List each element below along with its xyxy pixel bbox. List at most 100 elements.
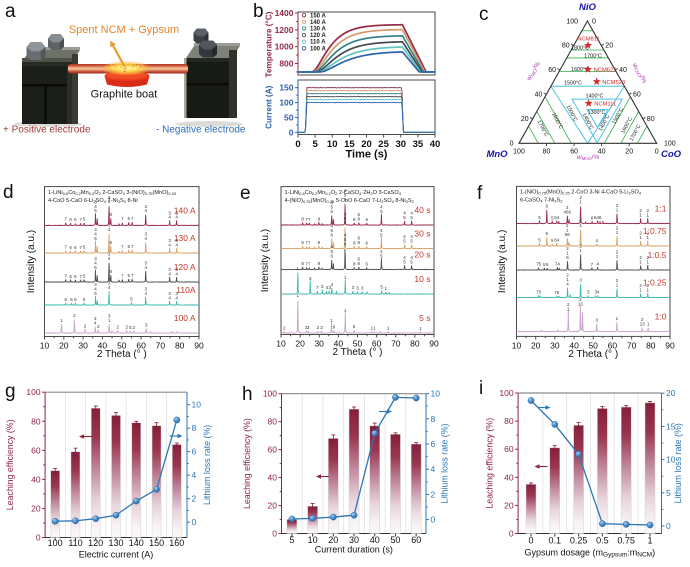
- svg-text:1: 1: [330, 318, 333, 323]
- svg-text:10 s: 10 s: [414, 274, 430, 284]
- svg-text:NCM622: NCM622: [594, 68, 617, 74]
- svg-text:5: 5: [551, 238, 554, 243]
- svg-text:3: 3: [168, 238, 171, 243]
- svg-text:4: 4: [380, 249, 383, 254]
- svg-text:8: 8: [301, 261, 304, 266]
- svg-text:60: 60: [136, 341, 146, 351]
- svg-text:7: 7: [305, 261, 308, 266]
- svg-text:5: 5: [538, 237, 541, 242]
- svg-text:2: 2: [431, 489, 436, 499]
- svg-text:7: 7: [64, 217, 67, 222]
- svg-text:7: 7: [79, 274, 82, 279]
- svg-text:7: 7: [131, 216, 134, 221]
- svg-text:4: 4: [410, 210, 413, 215]
- svg-text:b: b: [253, 1, 264, 22]
- svg-text:3: 3: [595, 317, 598, 322]
- svg-text:+ Positive electrode: + Positive electrode: [3, 125, 91, 136]
- svg-text:5: 5: [546, 262, 549, 267]
- svg-text:0: 0: [509, 529, 514, 539]
- svg-text:2: 2: [579, 297, 582, 302]
- svg-text:4: 4: [344, 212, 347, 217]
- svg-text:5: 5: [551, 215, 554, 220]
- svg-text:4: 4: [330, 224, 333, 229]
- svg-text:90: 90: [429, 339, 439, 349]
- svg-text:20: 20: [328, 535, 338, 545]
- svg-text:80: 80: [543, 148, 551, 155]
- svg-text:6: 6: [333, 324, 336, 329]
- svg-text:40: 40: [569, 340, 579, 350]
- svg-text:1: 1: [567, 306, 570, 311]
- svg-text:6: 6: [344, 197, 347, 202]
- svg-text:7: 7: [64, 244, 67, 249]
- svg-text:100 A: 100 A: [174, 313, 196, 323]
- svg-text:4: 4: [403, 210, 406, 215]
- svg-text:2: 2: [192, 494, 197, 504]
- svg-text:5: 5: [94, 236, 97, 241]
- svg-text:1: 1: [566, 277, 569, 282]
- svg-text:8: 8: [109, 240, 112, 245]
- svg-text:2: 2: [126, 324, 129, 329]
- svg-text:1-LiNi0.6Co0.2Mn0.2O2 2-CaSO4: 1-LiNi0.6Co0.2Mn0.2O2 2-CaSO4·2H2O 3-CaS…: [285, 190, 402, 196]
- svg-text:130: 130: [108, 538, 123, 548]
- svg-text:8: 8: [431, 414, 436, 424]
- svg-text:70: 70: [391, 339, 401, 349]
- svg-text:4: 4: [331, 282, 334, 287]
- svg-text:20: 20: [625, 148, 633, 155]
- svg-text:4: 4: [94, 320, 97, 325]
- svg-text:6: 6: [70, 297, 73, 302]
- svg-text:1000: 1000: [275, 42, 294, 52]
- svg-text:7: 7: [64, 273, 67, 278]
- svg-text:3: 3: [94, 316, 97, 321]
- svg-text:60: 60: [31, 445, 41, 455]
- svg-text:4: 4: [168, 215, 171, 220]
- svg-text:1400°C: 1400°C: [586, 94, 604, 100]
- svg-text:1:0.5: 1:0.5: [648, 250, 667, 260]
- svg-text:1: 1: [646, 259, 649, 264]
- svg-text:6: 6: [330, 253, 333, 258]
- svg-text:40: 40: [430, 139, 441, 150]
- svg-text:4: 4: [410, 255, 413, 260]
- svg-text:6: 6: [74, 297, 77, 302]
- svg-text:3: 3: [108, 222, 111, 227]
- svg-text:20: 20: [666, 388, 676, 398]
- svg-text:6: 6: [344, 220, 347, 225]
- svg-text:4: 4: [175, 215, 178, 220]
- svg-text:4: 4: [94, 231, 97, 236]
- svg-text:130 A: 130 A: [310, 27, 326, 33]
- svg-text:1: 1: [647, 321, 650, 326]
- svg-text:2: 2: [616, 225, 619, 230]
- svg-text:7: 7: [308, 261, 311, 266]
- svg-text:MnO: MnO: [486, 149, 508, 160]
- svg-text:3: 3: [94, 256, 97, 261]
- svg-text:4: 4: [108, 227, 111, 232]
- svg-text:Intensity (a.u.): Intensity (a.u.): [26, 230, 37, 293]
- svg-text:4: 4: [108, 285, 111, 290]
- svg-text:1: 1: [646, 235, 649, 240]
- svg-text:8: 8: [358, 261, 361, 266]
- svg-text:5: 5: [289, 535, 294, 545]
- svg-text:5: 5: [410, 215, 413, 220]
- svg-text:800: 800: [279, 59, 293, 69]
- svg-text:60: 60: [548, 67, 556, 74]
- svg-text:7: 7: [131, 273, 134, 278]
- svg-text:646: 646: [594, 215, 602, 220]
- svg-text:5: 5: [380, 284, 383, 289]
- svg-text:6: 6: [344, 241, 347, 246]
- svg-text:50: 50: [390, 535, 400, 545]
- svg-text:5: 5: [380, 232, 383, 237]
- svg-text:1: 1: [373, 325, 376, 330]
- svg-text:1: 1: [639, 287, 642, 292]
- svg-text:20 s: 20 s: [414, 250, 430, 260]
- svg-text:4: 4: [175, 242, 178, 247]
- svg-text:50: 50: [353, 339, 363, 349]
- svg-text:4: 4: [431, 464, 436, 474]
- svg-text:Current duration (s): Current duration (s): [315, 545, 393, 555]
- svg-text:3: 3: [356, 285, 359, 290]
- svg-text:3: 3: [307, 325, 310, 330]
- svg-text:8: 8: [109, 269, 112, 274]
- svg-text:3: 3: [175, 291, 178, 296]
- svg-text:4: 4: [192, 470, 197, 480]
- svg-text:3: 3: [329, 285, 332, 290]
- svg-text:75: 75: [536, 261, 542, 266]
- svg-text:6: 6: [69, 245, 72, 250]
